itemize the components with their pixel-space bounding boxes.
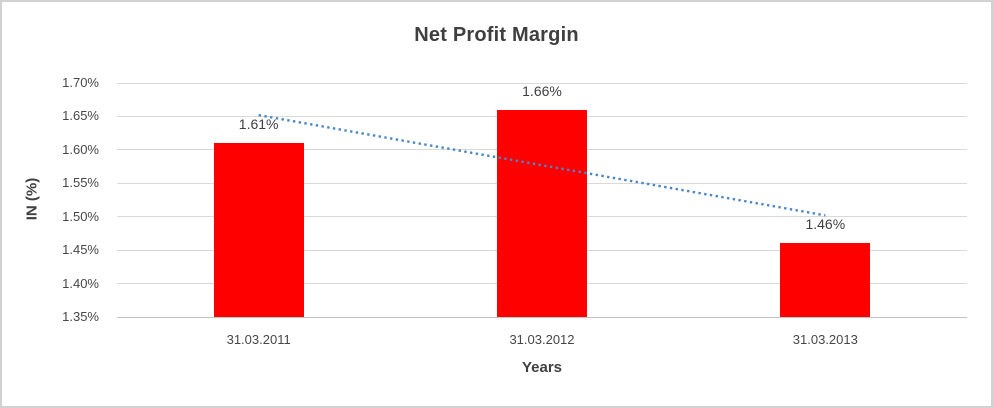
- y-tick-label: 1.45%: [62, 242, 99, 258]
- data-label: 1.46%: [805, 216, 846, 233]
- y-tick-label: 1.35%: [62, 309, 99, 324]
- x-axis-line: [117, 316, 967, 318]
- y-tick-label: 1.65%: [62, 108, 99, 124]
- x-tick-label: 31.03.2012: [509, 332, 575, 347]
- y-tick-label: 1.50%: [62, 208, 99, 224]
- data-label: 1.61%: [238, 116, 279, 133]
- bar-31.03.2013: [780, 243, 871, 317]
- data-label: 1.66%: [522, 82, 562, 99]
- bar-31.03.2011: [213, 143, 304, 317]
- x-tick-label: 31.03.2013: [792, 332, 858, 347]
- x-tick-label: 31.03.2011: [226, 332, 291, 347]
- y-tick-label: 1.40%: [62, 275, 99, 291]
- gridline: [117, 82, 967, 84]
- x-axis-title: Years: [521, 359, 563, 376]
- chart-title: Net Profit Margin: [414, 24, 579, 46]
- y-tick-label: 1.70%: [62, 75, 99, 90]
- y-axis-labels: 1.70% 1.65% 1.60% 1.55% 1.50% 1.45% 1.40% 1.35%: [2, 75, 107, 324]
- x-axis-labels: 31.03.2011 31.03.2012 31.03.2013: [117, 332, 967, 350]
- bar-31.03.2012: [497, 109, 587, 317]
- y-tick-label: 1.60%: [62, 141, 99, 157]
- plot-area: 1.61% 1.66% 1.46%: [117, 82, 967, 318]
- y-tick-label: 1.55%: [62, 175, 99, 191]
